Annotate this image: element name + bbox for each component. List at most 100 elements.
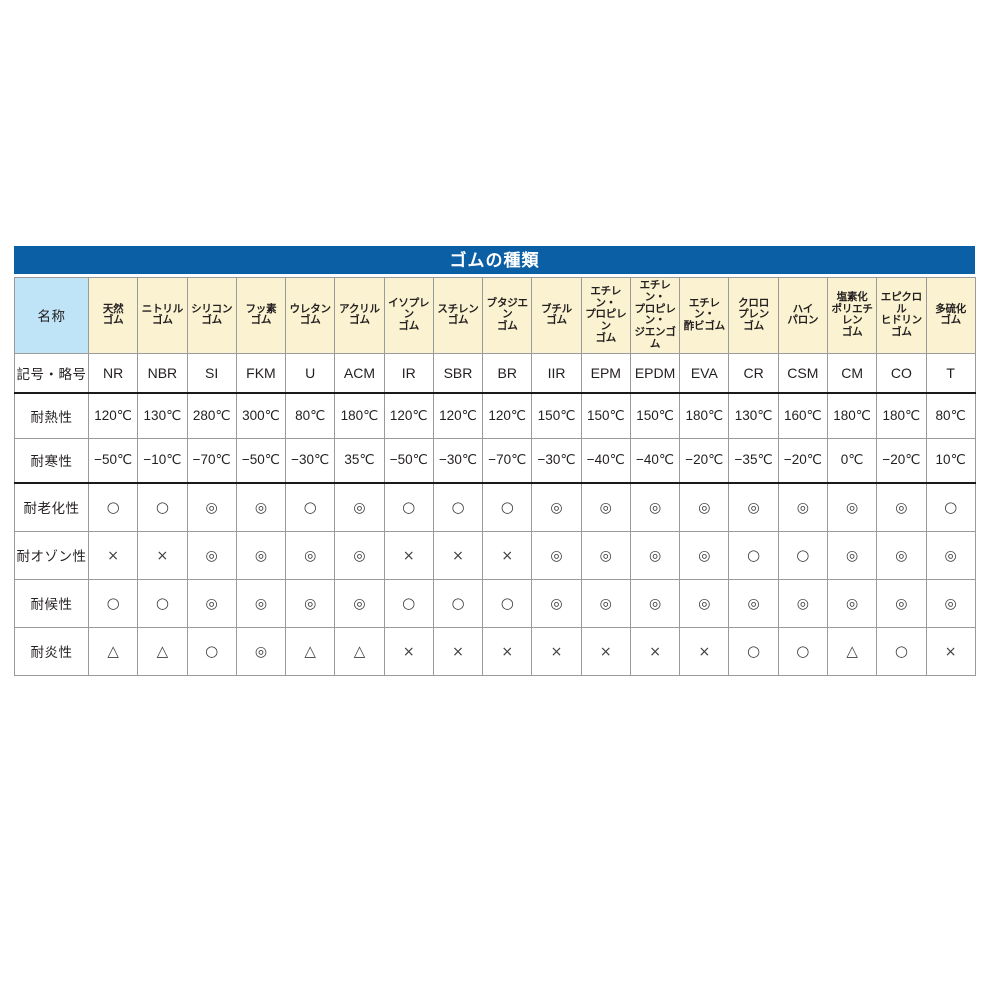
material-name-line: イソプレン: [388, 296, 430, 321]
cell-aging-nbr: ○: [137, 482, 188, 532]
cell-symbol-epm: EPM: [580, 352, 631, 394]
double-circle-icon: ◎: [550, 595, 563, 612]
material-name-line: ゴム: [447, 314, 469, 327]
cell-flame-eva: ×: [679, 626, 730, 676]
material-name-line: パロン: [787, 314, 819, 327]
cell-symbol-t: T: [925, 352, 976, 394]
circle-icon: ○: [451, 497, 465, 516]
cell-ozone-co: ◎: [876, 530, 927, 580]
double-circle-icon: ◎: [796, 499, 809, 516]
circle-icon: ○: [303, 497, 317, 516]
circle-icon: ○: [402, 497, 416, 516]
material-name-line: ウレタン: [289, 302, 331, 315]
row-label-ozone: 耐オゾン性: [14, 530, 89, 580]
material-name-line: 多硫化: [935, 302, 967, 315]
cell-symbol-co: CO: [876, 352, 927, 394]
cell-weather-nr: ○: [87, 578, 139, 628]
rubber-properties-table: 名称 天然 ゴム ニトリル ゴム シリコン ゴム フッ素 ゴム ウレタン ゴム アクリル ゴム イソプレン…: [14, 277, 976, 676]
cell-cold-co: −20℃: [876, 437, 927, 484]
material-name-line: ゴム: [496, 320, 518, 333]
cell-cold-br: −70℃: [482, 437, 533, 484]
row-label-aging: 耐老化性: [14, 482, 89, 532]
cell-weather-ir: ○: [383, 578, 434, 628]
material-name-line: エチレン・: [639, 279, 671, 303]
double-circle-icon: ◎: [944, 595, 957, 612]
cell-symbol-ir: IR: [383, 352, 434, 394]
material-name-line: 酢ビゴム: [683, 320, 725, 333]
cell-aging-epm: ◎: [580, 482, 631, 532]
cell-heat-fkm: 300℃: [235, 392, 287, 439]
cell-name-sbr: スチレン ゴム: [432, 277, 484, 354]
double-circle-icon: ◎: [254, 595, 268, 612]
cell-symbol-nbr: NBR: [137, 352, 188, 394]
material-name-line: 天然: [102, 302, 124, 315]
cell-name-epdm: エチレン・ プロピレン・ ジエンゴム: [629, 277, 681, 354]
material-name-line: ブチル: [541, 302, 572, 315]
cell-heat-sbr: 120℃: [432, 392, 484, 439]
double-circle-icon: ◎: [648, 499, 662, 516]
cell-name-eva: エチレン・ 酢ビゴム: [679, 277, 730, 354]
circle-icon: ○: [155, 497, 169, 516]
circle-icon: ○: [796, 641, 810, 660]
cell-name-iir: ブチル ゴム: [531, 277, 582, 354]
cell-name-cm: 塩素化 ポリエチレン ゴム: [826, 277, 878, 354]
material-name-line: ゴム: [152, 314, 173, 327]
cell-name-csm: ハイ パロン: [777, 277, 828, 354]
cell-heat-ir: 120℃: [383, 392, 434, 439]
cell-ozone-br: ×: [482, 530, 533, 580]
cell-heat-epdm: 150℃: [629, 392, 681, 439]
double-circle-icon: ◎: [747, 499, 760, 516]
table-row-flame: 耐炎性 △ △ ○ ◎ △ △ × × × × × × × ○ ○ △ ○ ×: [14, 626, 976, 676]
cell-name-nr: 天然 ゴム: [87, 277, 139, 354]
cell-cold-acm: 35℃: [334, 437, 385, 484]
cell-cold-t: 10℃: [925, 437, 976, 484]
cross-icon: ×: [402, 547, 415, 564]
cell-aging-si: ◎: [186, 482, 237, 532]
cell-ozone-u: ◎: [285, 530, 336, 580]
cell-cold-nbr: −10℃: [137, 437, 188, 484]
material-name-line: ゴム: [102, 314, 124, 327]
cell-cold-cm: 0℃: [826, 437, 878, 484]
material-name-line: ヒドリン: [880, 314, 922, 327]
double-circle-icon: ◎: [304, 547, 317, 564]
double-circle-icon: ◎: [648, 595, 662, 612]
cell-weather-t: ◎: [925, 578, 976, 628]
cell-aging-acm: ◎: [334, 482, 385, 532]
cross-icon: ×: [452, 547, 464, 564]
cell-symbol-cr: CR: [728, 352, 779, 394]
cell-ozone-t: ◎: [925, 530, 976, 580]
cell-weather-epdm: ◎: [629, 578, 681, 628]
double-circle-icon: ◎: [205, 499, 218, 516]
cell-name-fkm: フッ素 ゴム: [235, 277, 287, 354]
material-name-line: ポリエチレン: [831, 302, 873, 327]
cell-heat-csm: 160℃: [777, 392, 828, 439]
cell-symbol-u: U: [285, 352, 336, 394]
material-name-line: ゴム: [546, 314, 567, 327]
cell-heat-u: 80℃: [285, 392, 336, 439]
cell-heat-cm: 180℃: [826, 392, 878, 439]
cell-ozone-nbr: ×: [137, 530, 188, 580]
cell-heat-nr: 120℃: [87, 392, 139, 439]
cell-symbol-acm: ACM: [334, 352, 385, 394]
double-circle-icon: ◎: [550, 499, 563, 516]
cell-aging-cr: ◎: [728, 482, 779, 532]
cell-flame-nbr: △: [137, 626, 188, 676]
cell-cold-epm: −40℃: [580, 437, 631, 484]
cell-ozone-acm: ◎: [334, 530, 385, 580]
cell-symbol-eva: EVA: [679, 352, 730, 394]
double-circle-icon: ◎: [846, 595, 859, 612]
material-name-line: ブタジエン: [486, 296, 528, 321]
material-name-line: シリコン: [191, 302, 233, 315]
material-name-line: ハイ: [792, 302, 814, 315]
cell-weather-nbr: ○: [137, 578, 188, 628]
row-label-flame: 耐炎性: [14, 626, 89, 676]
double-circle-icon: ◎: [698, 595, 711, 612]
cell-aging-t: ○: [925, 482, 976, 532]
circle-icon: ○: [500, 593, 514, 612]
cell-ozone-eva: ◎: [679, 530, 730, 580]
cell-ozone-epm: ◎: [580, 530, 631, 580]
cell-ozone-fkm: ◎: [235, 530, 287, 580]
row-label-name: 名称: [14, 277, 89, 354]
double-circle-icon: ◎: [599, 499, 612, 516]
cell-symbol-sbr: SBR: [432, 352, 484, 394]
